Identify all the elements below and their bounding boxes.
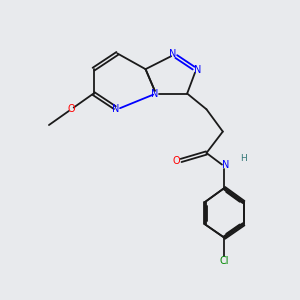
Text: O: O <box>173 156 181 166</box>
Text: N: N <box>112 104 120 114</box>
Text: N: N <box>222 160 230 170</box>
Text: N: N <box>151 89 158 99</box>
Text: Cl: Cl <box>220 256 229 266</box>
Text: O: O <box>68 104 75 114</box>
Text: N: N <box>194 65 201 75</box>
Text: H: H <box>240 154 247 163</box>
Text: N: N <box>169 49 177 59</box>
